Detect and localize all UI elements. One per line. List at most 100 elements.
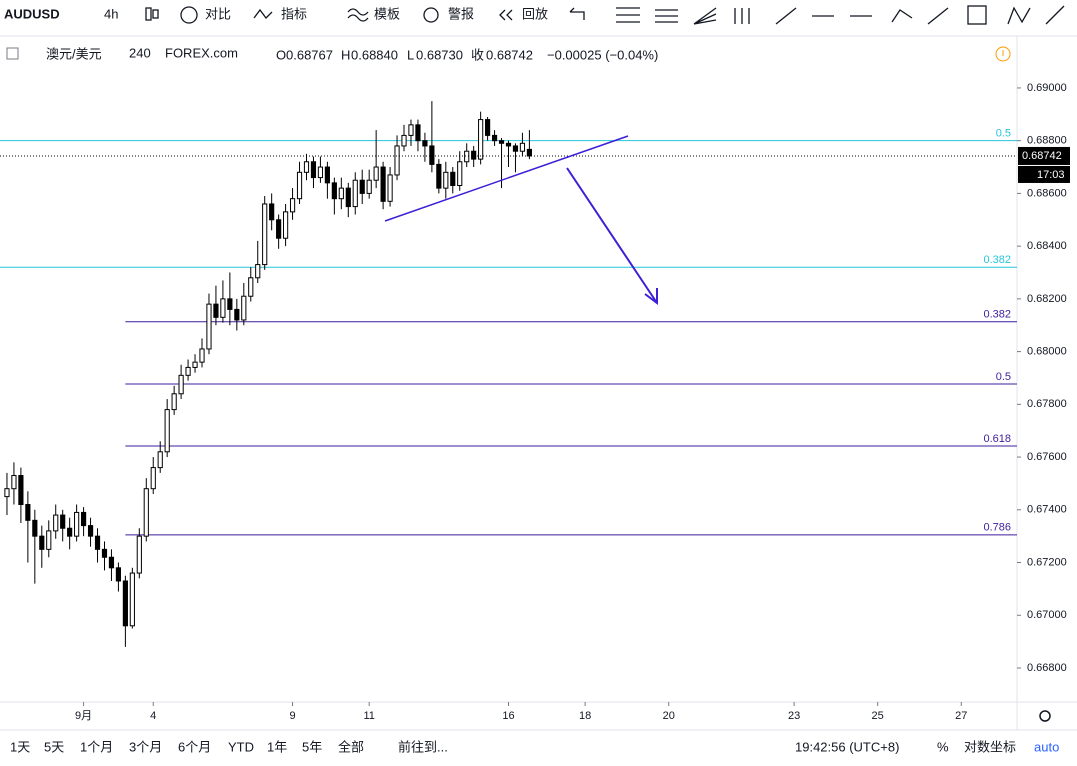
candle-body [338,187,344,200]
candle-body [74,511,80,537]
legend-value: 0.68730 [416,47,463,62]
toolbar-button[interactable]: 模板 [374,6,400,21]
candle-body [317,166,324,179]
y-tick-label: 0.68400 [1027,240,1067,252]
candle-body [519,142,526,152]
range-button[interactable]: 3个月 [129,739,162,754]
trend-line[interactable] [384,135,629,222]
candle-body [25,504,31,521]
candle-body [512,145,519,152]
countdown: 17:03 [1037,169,1065,181]
auto-button[interactable]: auto [1034,739,1059,754]
y-tick-label: 0.67200 [1027,556,1067,568]
candle-body [394,145,400,176]
candle-body [464,150,470,163]
candle-body [366,179,372,194]
fib-label: 0.5 [996,371,1011,383]
range-button[interactable]: 1个月 [80,739,113,754]
candle-body [129,572,135,627]
axis: 0.69000 0.68800 0.68600 0.68400 0.68200 0.680… [75,82,1067,722]
candle-body [491,134,498,142]
range-button[interactable]: 5年 [302,739,322,754]
candle-body [526,148,532,157]
y-tick-label: 0.68000 [1027,346,1067,358]
toolbar-button[interactable]: 警报 [448,6,474,21]
candle-body [429,145,435,165]
interval-button[interactable]: 4h [104,6,118,21]
candle-body [248,277,254,297]
range-button[interactable]: 1天 [10,739,30,754]
candle-body [32,519,38,537]
candle-body [255,264,261,279]
candle-body [324,166,330,184]
candle-body [199,348,205,363]
y-tick-label: 0.68800 [1027,135,1067,147]
indicator-icon[interactable] [253,8,273,19]
x-tick-label: 11 [363,710,374,722]
legend-change: −0.00025 (−0.04%) [547,47,658,62]
symbol-name: 澳元/美元 [46,46,102,61]
candle-body [289,198,296,213]
candle-body [171,393,177,411]
range-button[interactable]: 5天 [44,739,64,754]
drawing-tools[interactable] [616,5,1065,25]
candle-body [352,179,358,208]
arrow[interactable] [566,167,658,305]
legend-label: H [341,47,350,62]
x-tick-label: 18 [579,710,591,722]
toolbar-button[interactable]: 指标 [281,6,307,21]
candle-body [53,514,59,532]
x-tick-label: 9 [289,710,295,722]
y-tick-label: 0.67400 [1027,504,1067,516]
warning-icon[interactable] [995,46,1011,62]
candle-body [331,182,337,200]
candle-body [87,525,94,537]
legend-value: 0.68742 [486,47,533,62]
symbol-button[interactable]: AUDUSD [4,6,60,21]
range-button[interactable]: 1年 [267,739,287,754]
y-tick-label: 0.67600 [1027,451,1067,463]
candle-body [227,298,233,310]
toolbar [0,0,1077,36]
candle-body [387,174,393,202]
collapse-icon[interactable] [6,47,19,60]
alert-icon[interactable] [423,7,439,23]
settings-icon[interactable] [1039,710,1051,722]
x-tick-label: 27 [955,710,967,722]
candle-body [478,119,484,160]
symbol-interval: 240 [129,45,151,60]
candle-body [150,467,156,490]
compare-icon[interactable] [180,6,198,24]
x-tick-label: 20 [663,710,675,722]
range-button[interactable]: 全部 [338,739,364,754]
candle-body [11,475,17,490]
candle-body [303,161,310,173]
x-tick-label: 9月 [75,710,92,722]
candle-body [276,219,282,239]
undo-icon[interactable] [569,7,585,20]
candle-body [498,140,505,144]
template-icon[interactable] [347,8,369,22]
candle-body [178,374,184,395]
candle-body [213,303,219,318]
percent-button[interactable]: % [937,739,949,754]
candle-body [46,530,52,550]
candle-body [206,303,212,350]
y-tick-label: 0.68200 [1027,293,1067,305]
symbol-source[interactable]: FOREX.com [165,45,238,60]
candle-body [359,179,365,194]
chart-type-icon[interactable] [145,7,159,21]
range-button[interactable]: YTD [228,739,254,754]
candle-body [408,124,414,136]
replay-icon[interactable] [499,9,513,21]
goto-button[interactable]: 前往到... [398,739,448,754]
legend-label: O [276,47,286,62]
candle-body [310,161,317,179]
candle-body [505,142,512,147]
toolbar-button[interactable]: 对比 [205,6,231,21]
candle-body [220,298,226,318]
range-button[interactable]: 6个月 [178,739,211,754]
toolbar-button[interactable]: 回放 [522,6,548,21]
candle-body [485,119,491,136]
log-button[interactable]: 对数坐标 [964,739,1016,754]
